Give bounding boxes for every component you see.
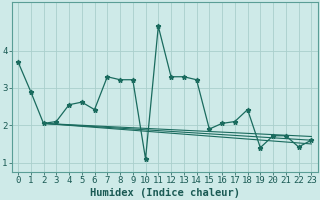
X-axis label: Humidex (Indice chaleur): Humidex (Indice chaleur) <box>90 188 240 198</box>
